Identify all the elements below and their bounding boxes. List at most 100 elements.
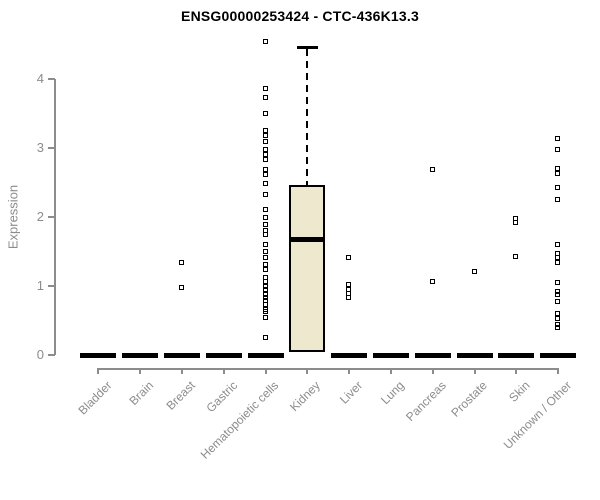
outlier-point [430,279,435,284]
outlier-point [555,197,560,202]
outlier-point [263,315,268,320]
outlier-point [263,39,268,44]
x-category-label: Hematopoietic cells [197,378,282,462]
outlier-point [263,309,268,314]
outlier-point [263,147,268,152]
outlier-point [263,267,268,272]
whisker-cap [297,46,318,49]
outlier-point [555,166,560,171]
y-axis-line [54,79,56,355]
zero-median-dash [80,353,116,358]
outlier-point [263,133,268,138]
y-tick [48,78,55,80]
outlier-point [263,215,268,220]
outlier-point [263,128,268,133]
outlier-point [555,322,560,327]
outlier-point [555,255,560,260]
x-category-label: Prostate [448,378,491,420]
outlier-point [263,292,268,297]
outlier-point [263,95,268,100]
outlier-point [263,167,268,172]
outlier-point [555,185,560,190]
y-tick [48,354,55,356]
x-tick [306,368,308,374]
outlier-point [472,269,477,274]
outlier-point [263,335,268,340]
zero-median-dash [122,353,158,358]
x-tick [515,368,517,374]
outlier-point [555,242,560,247]
y-tick-label: 4 [36,71,44,86]
outlier-point [263,111,268,116]
zero-median-dash [206,353,242,358]
outlier-point [263,302,268,307]
chart-title: ENSG00000253424 - CTC-436K13.3 [181,8,419,24]
zero-median-dash [164,353,200,358]
x-tick [557,368,559,374]
x-category-label: Gastric [203,378,241,416]
zero-median-dash [540,353,576,358]
outlier-point [555,147,560,152]
x-tick [265,368,267,374]
outlier-point [263,86,268,91]
x-tick [97,368,99,374]
outlier-point [555,289,560,294]
outlier-point [263,222,268,227]
y-tick [48,285,55,287]
x-category-label: Brain [126,378,157,409]
y-tick [48,147,55,149]
outlier-point [263,192,268,197]
x-category-label: Bladder [75,378,115,418]
outlier-point [555,260,560,265]
x-tick [390,368,392,374]
zero-median-dash [248,353,284,358]
outlier-point [263,242,268,247]
outlier-point [555,299,560,304]
outlier-point [263,152,268,157]
outlier-point [263,172,268,177]
outlier-point [346,282,351,287]
outlier-point [555,311,560,316]
outlier-point [263,255,268,260]
outlier-point [555,136,560,141]
y-tick [48,216,55,218]
x-category-label: Breast [163,378,199,413]
outlier-point [263,287,268,292]
outlier-point [263,181,268,186]
y-tick-label: 2 [36,209,44,224]
x-tick [348,368,350,374]
outlier-point [263,284,268,289]
x-category-label: Skin [505,378,533,405]
x-axis-line [97,368,559,370]
y-tick-label: 0 [36,347,44,362]
outlier-point [555,325,560,330]
outlier-point [263,262,268,267]
outlier-point [346,255,351,260]
outlier-point [263,279,268,284]
y-tick-label: 1 [36,278,44,293]
x-tick [474,368,476,374]
outlier-point [513,254,518,259]
x-category-label: Pancreas [403,378,450,425]
outlier-point [430,167,435,172]
outlier-point [263,207,268,212]
x-tick [223,368,225,374]
x-category-label: Kidney [287,378,324,415]
outlier-point [555,171,560,176]
outlier-point [263,139,268,144]
zero-median-dash [373,353,409,358]
y-tick-label: 3 [36,140,44,155]
outlier-point [555,280,560,285]
outlier-point [263,249,268,254]
x-category-label: Lung [378,378,408,408]
outlier-point [346,295,351,300]
outlier-point [263,157,268,162]
x-tick [432,368,434,374]
outlier-point [179,285,184,290]
outlier-point [555,316,560,321]
zero-median-dash [415,353,451,358]
x-category-label: Liver [336,378,366,407]
x-tick [139,368,141,374]
